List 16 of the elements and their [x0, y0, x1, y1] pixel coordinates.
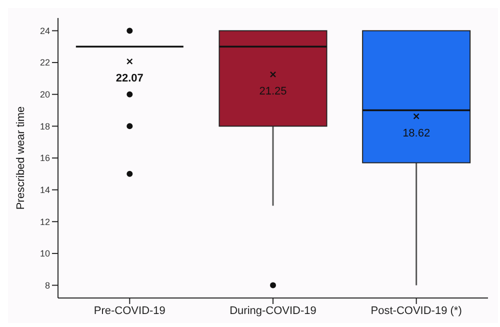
x-tick-label: Pre-COVID-19	[94, 304, 166, 317]
y-tick-label: 24	[40, 26, 50, 36]
y-tick-label: 16	[40, 153, 50, 164]
annotation: 22.07	[116, 72, 144, 84]
y-tick-label: 8	[44, 280, 50, 290]
y-tick-label: 10	[40, 248, 50, 259]
y-axis-title: Prescribed wear time	[14, 106, 27, 210]
y-tick-label: 18	[40, 121, 50, 132]
y-tick-label: 22	[40, 58, 50, 68]
annotation: 21.25	[259, 85, 287, 98]
annotation: 18.62	[402, 127, 430, 140]
y-tick-label: 12	[40, 216, 50, 227]
y-tick-label: 14	[40, 185, 50, 196]
x-tick-label: Post-COVID-19 (*)	[370, 304, 462, 317]
y-tick-label: 20	[40, 90, 50, 100]
x-tick-label: During-COVID-19	[230, 304, 316, 317]
